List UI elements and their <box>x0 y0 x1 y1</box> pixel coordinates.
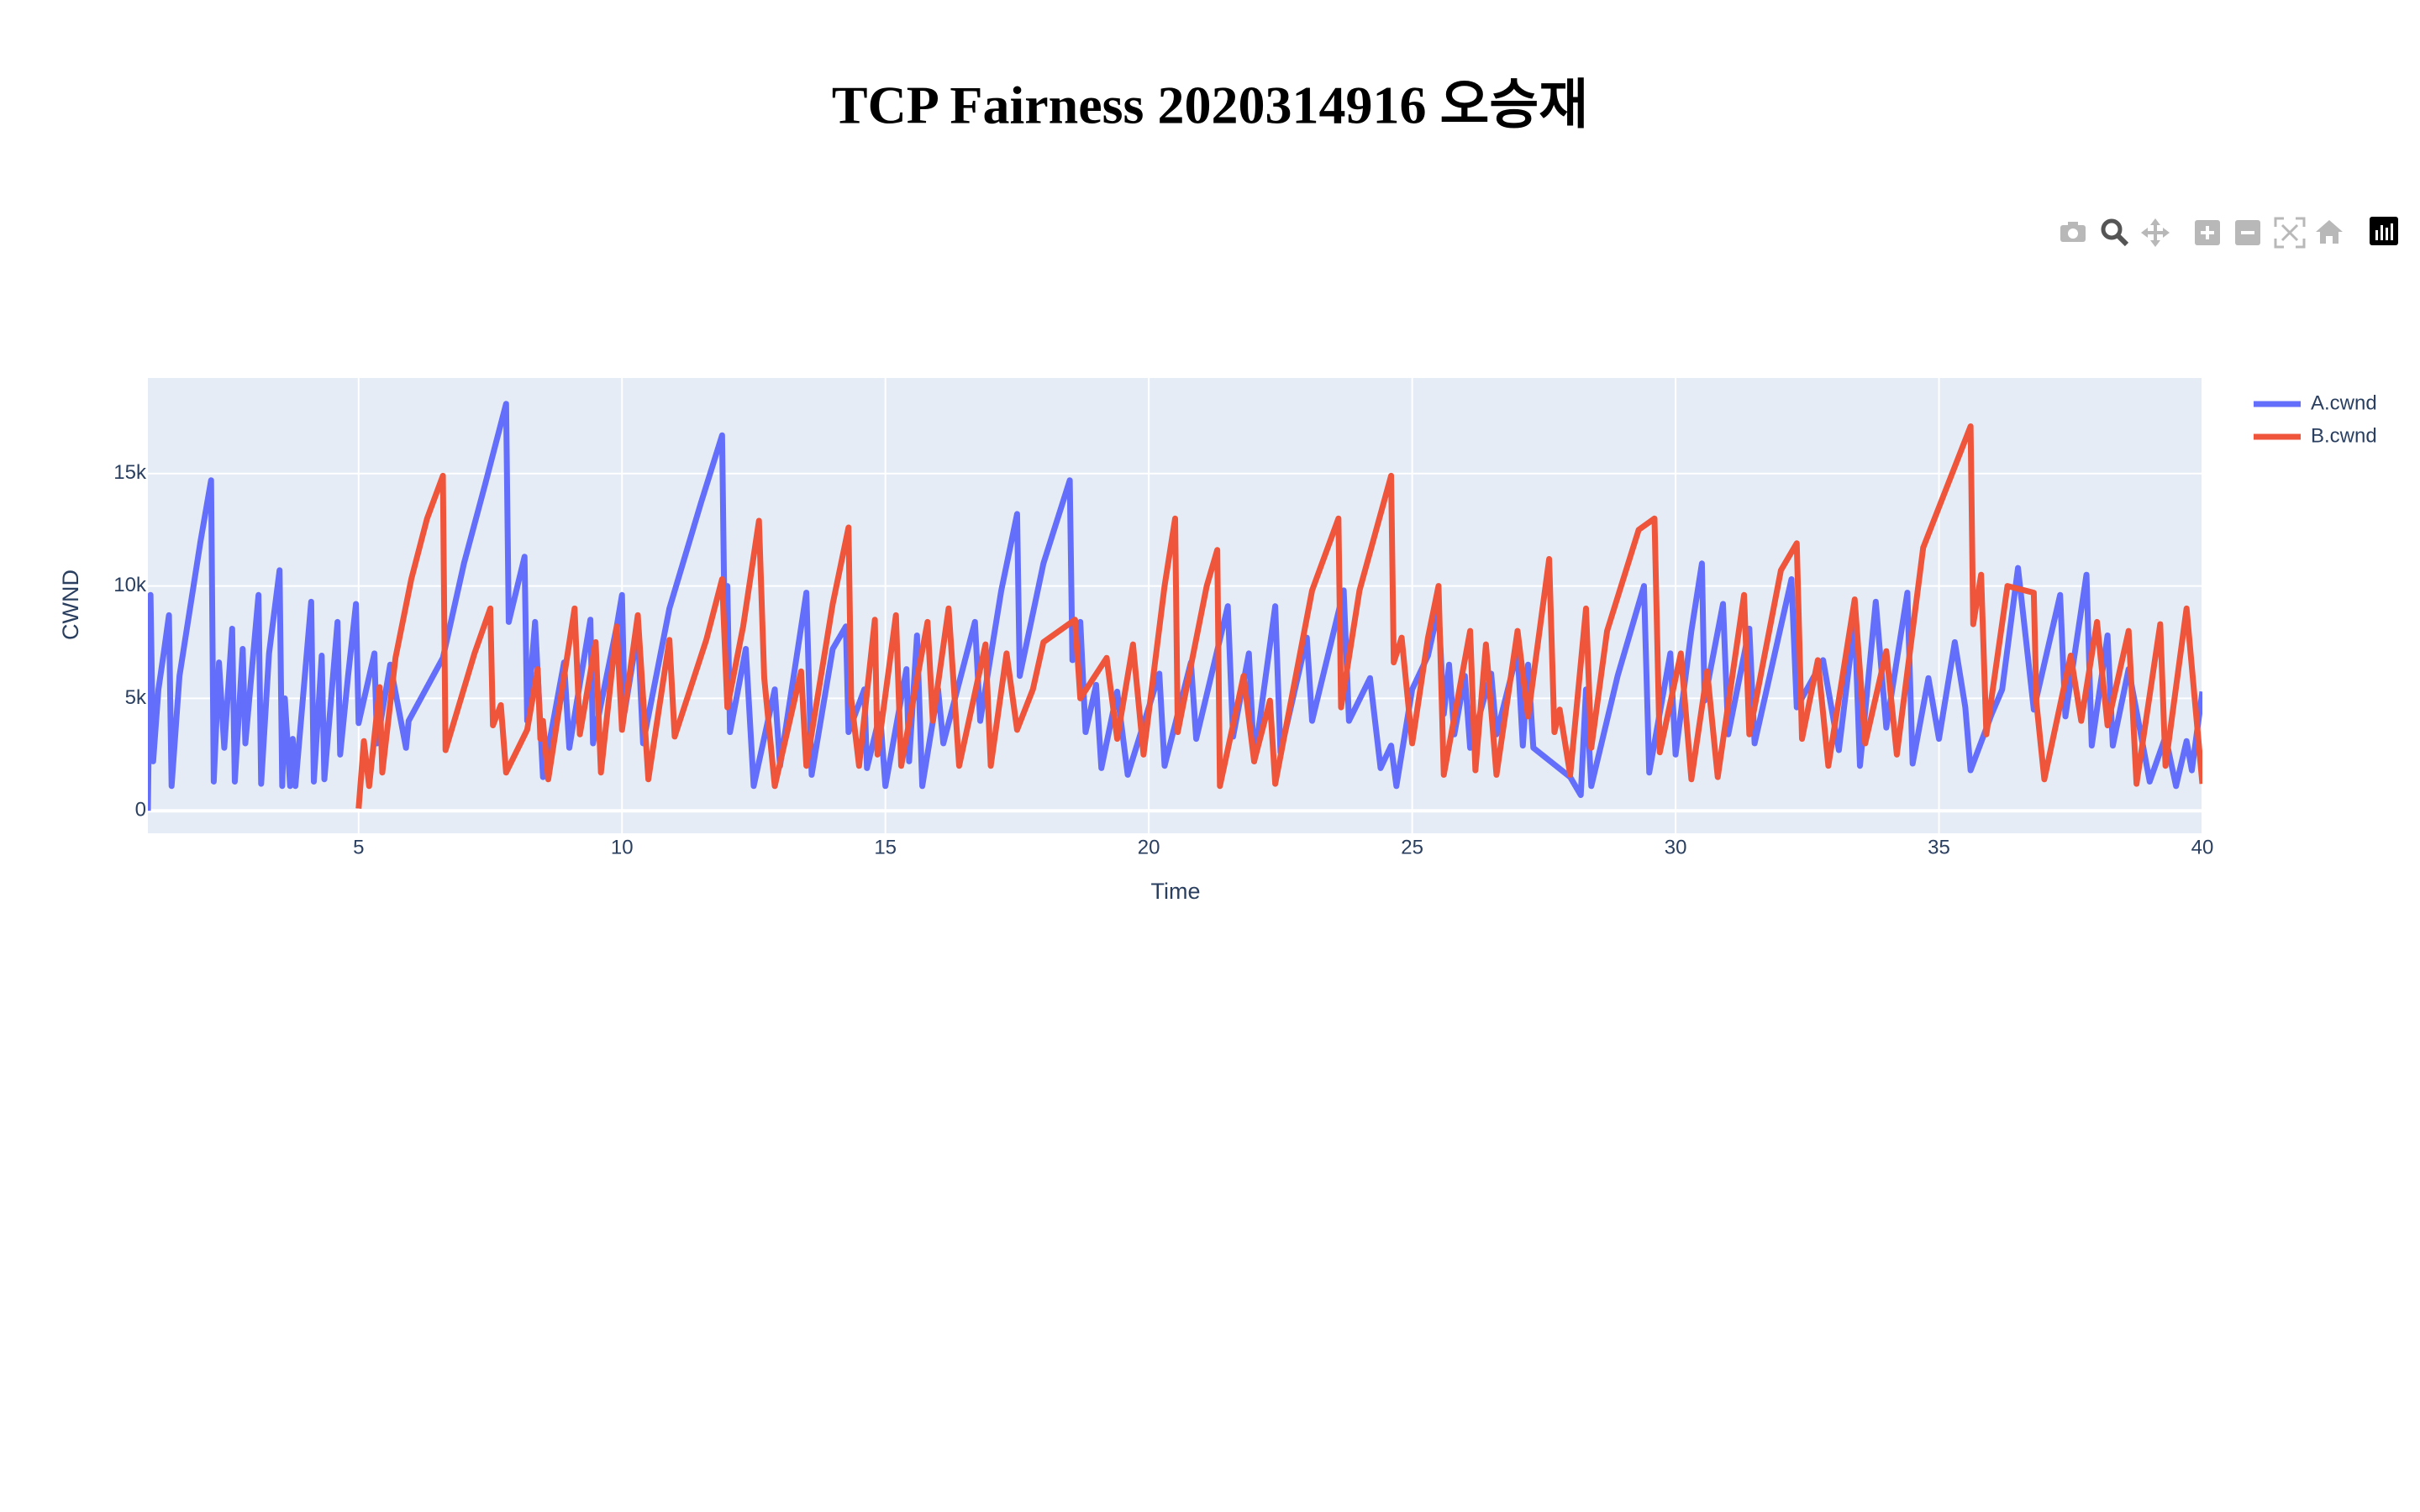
zoom-icon[interactable] <box>2101 218 2129 247</box>
y-tick-label: 15k <box>113 461 147 484</box>
x-tick-label: 30 <box>1665 836 1687 858</box>
zoom-out-icon[interactable] <box>2235 220 2260 245</box>
x-tick-label: 40 <box>2191 836 2214 858</box>
legend-item: A.cwnd <box>2254 391 2377 414</box>
icon-shape <box>2370 217 2398 245</box>
legend-item: B.cwnd <box>2254 424 2377 447</box>
zoom-in-icon[interactable] <box>2195 220 2220 245</box>
y-axis-title: CWND <box>58 570 83 640</box>
icon-shape <box>2206 226 2209 239</box>
x-tick-label: 10 <box>611 836 634 858</box>
icon-shape <box>2101 218 2123 240</box>
x-tick-label: 5 <box>353 836 364 858</box>
plotly-logo[interactable] <box>2370 217 2398 245</box>
x-tick-label: 35 <box>1928 836 1950 858</box>
modebar[interactable] <box>2060 217 2398 249</box>
legend-label: B.cwnd <box>2311 424 2377 447</box>
camera-icon[interactable] <box>2060 222 2086 242</box>
chart-title: TCP Fairness 2020314916 오승재 <box>832 76 1588 135</box>
legend-label: A.cwnd <box>2311 391 2377 414</box>
icon-shape <box>2068 222 2078 227</box>
icon-shape <box>2386 228 2388 240</box>
x-tick-label: 15 <box>874 836 897 858</box>
icon-shape <box>2381 225 2383 240</box>
series-line <box>355 423 2202 809</box>
x-tick-label: 20 <box>1138 836 1160 858</box>
pan-icon[interactable] <box>2141 218 2170 247</box>
icon-shape <box>2391 223 2393 240</box>
autoscale-icon[interactable] <box>2274 217 2306 249</box>
x-axis-title: Time <box>1151 879 1201 904</box>
home-icon[interactable] <box>2316 220 2343 244</box>
icon-shape <box>2274 217 2306 249</box>
icon-shape <box>2375 230 2378 240</box>
series-line <box>148 401 2202 811</box>
icon-shape <box>2068 228 2078 239</box>
icon-shape <box>2141 218 2170 247</box>
x-tick-label: 25 <box>1401 836 1423 858</box>
icon-shape <box>2241 231 2254 234</box>
icon-shape <box>2316 220 2343 244</box>
y-tick-label: 10k <box>113 574 147 596</box>
y-tick-label: 0 <box>135 799 146 822</box>
icon-shape <box>2115 233 2129 247</box>
y-tick-label: 5k <box>125 686 147 709</box>
